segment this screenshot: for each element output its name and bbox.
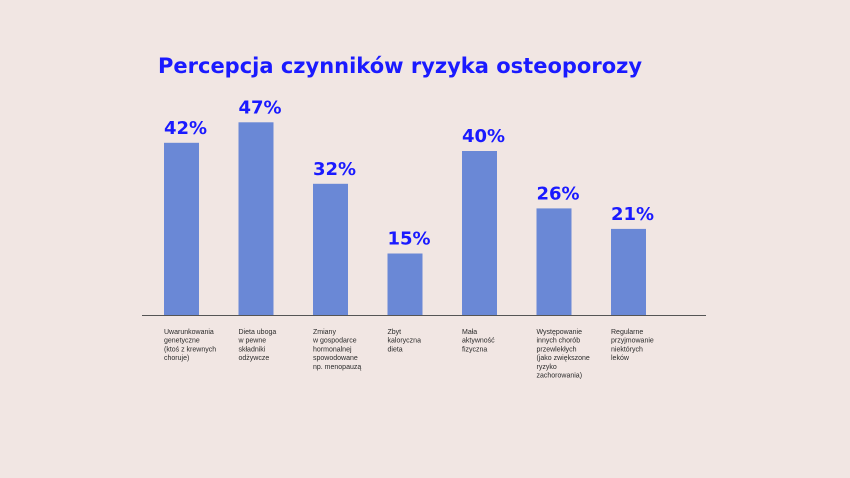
value-label-5: 40% [462,126,505,147]
bar-2 [238,122,274,315]
category-label-line: Regularne [611,329,643,336]
category-label-4: Zbyt kaloryczna dieta [388,329,422,353]
category-label-line: zachorowania) [537,373,583,380]
category-label-line: w pewne [238,338,267,345]
category-label-1: Uwarunkowania genetyczne (ktoś z krewnych c… [164,329,216,362]
category-label-line: Dieta uboga [239,329,277,336]
value-label-6: 26% [537,183,580,204]
category-label-line: choruje) [164,355,189,362]
category-label-6: Występowanie innych chorób przewlekłych (ja… [537,329,590,380]
category-label-line: odżywcze [239,355,270,362]
category-label-line: Uwarunkowania [164,329,214,336]
category-label-3: Zmiany w gospodarce hormonalnej spowodowane… [312,329,361,371]
category-label-line: innych chorób [537,338,581,345]
category-label-line: (jako zwiększone [537,355,590,362]
bars-group [164,122,646,315]
category-label-line: kaloryczna [388,338,422,345]
bar-3 [313,183,348,315]
category-label-line: Zmiany [313,329,336,336]
category-label-line: niektórych [611,346,643,353]
category-label-line: składniki [239,346,266,353]
category-label-line: fizyczna [462,346,487,353]
category-label-line: przewlekłych [537,346,577,353]
bar-1 [164,142,199,315]
category-label-line: dieta [388,346,403,353]
category-label-line: spowodowane [313,355,358,362]
category-label-line: aktywność [462,338,495,345]
value-label-7: 21% [611,204,654,225]
bar-5 [462,151,497,315]
chart-title: Percepcja czynników ryzyka osteoporozy [158,54,642,78]
category-label-7: Regularne przyjmowanie niektórych leków [611,329,654,362]
category-label-line: Mała [462,329,477,336]
category-label-line: przyjmowanie [611,338,654,345]
category-label-5: Mała aktywność fizyczna [462,329,495,353]
category-label-line: hormonalnej [313,346,352,353]
category-label-line: Zbyt [388,329,402,336]
bar-6 [536,208,572,315]
category-label-2: Dieta uboga w pewne składniki odżywcze [238,329,277,362]
bar-7 [611,228,646,315]
bar-4 [387,253,423,315]
value-label-3: 32% [313,159,356,180]
category-label-line: leków [611,355,630,362]
value-label-4: 15% [388,229,431,250]
category-labels-group: Uwarunkowania genetyczne (ktoś z krewnych c… [164,329,654,380]
value-label-2: 47% [239,97,282,118]
category-label-line: np. menopauzą [313,364,361,371]
category-label-line: (ktoś z krewnych [164,346,216,353]
category-label-line: genetyczne [164,338,200,345]
category-label-line: Występowanie [537,329,583,336]
category-label-line: ryzyko [537,364,557,371]
category-label-line: w gospodarce [312,338,357,345]
value-labels-group: 42% 47% 32% 15% 40% 26% 21% [164,97,654,249]
value-label-1: 42% [164,118,207,139]
